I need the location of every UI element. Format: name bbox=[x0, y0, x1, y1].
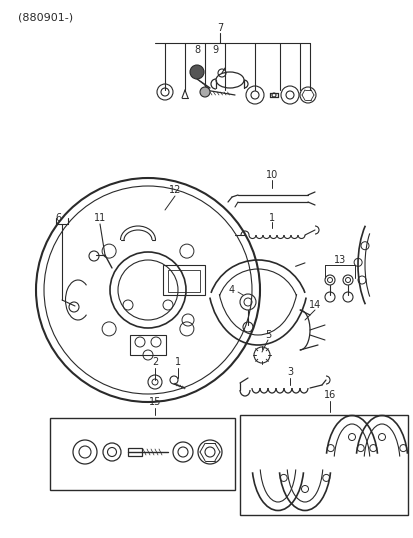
Text: 5: 5 bbox=[264, 330, 271, 340]
Bar bbox=[168, 270, 199, 292]
Bar bbox=[128, 448, 142, 456]
Text: 2: 2 bbox=[152, 357, 158, 367]
Text: 6: 6 bbox=[55, 213, 61, 223]
Text: 9: 9 bbox=[211, 45, 218, 55]
Text: 8: 8 bbox=[193, 45, 199, 55]
Bar bbox=[240, 415, 407, 515]
Circle shape bbox=[190, 65, 204, 79]
Text: 10: 10 bbox=[265, 170, 278, 180]
Text: 12: 12 bbox=[169, 185, 181, 195]
Text: 13: 13 bbox=[333, 255, 345, 265]
Text: 4: 4 bbox=[228, 285, 235, 295]
Text: 15: 15 bbox=[148, 397, 161, 407]
Text: 11: 11 bbox=[94, 213, 106, 223]
Text: 7: 7 bbox=[216, 23, 223, 33]
Bar bbox=[130, 335, 166, 355]
Circle shape bbox=[199, 87, 209, 97]
Text: 1: 1 bbox=[268, 213, 274, 223]
Text: 1: 1 bbox=[175, 357, 180, 367]
Text: 3: 3 bbox=[286, 367, 292, 377]
Bar bbox=[163, 265, 204, 295]
Text: 14: 14 bbox=[308, 300, 320, 310]
Bar bbox=[50, 418, 235, 490]
Text: 16: 16 bbox=[323, 390, 335, 400]
Text: (880901-): (880901-) bbox=[18, 12, 73, 22]
